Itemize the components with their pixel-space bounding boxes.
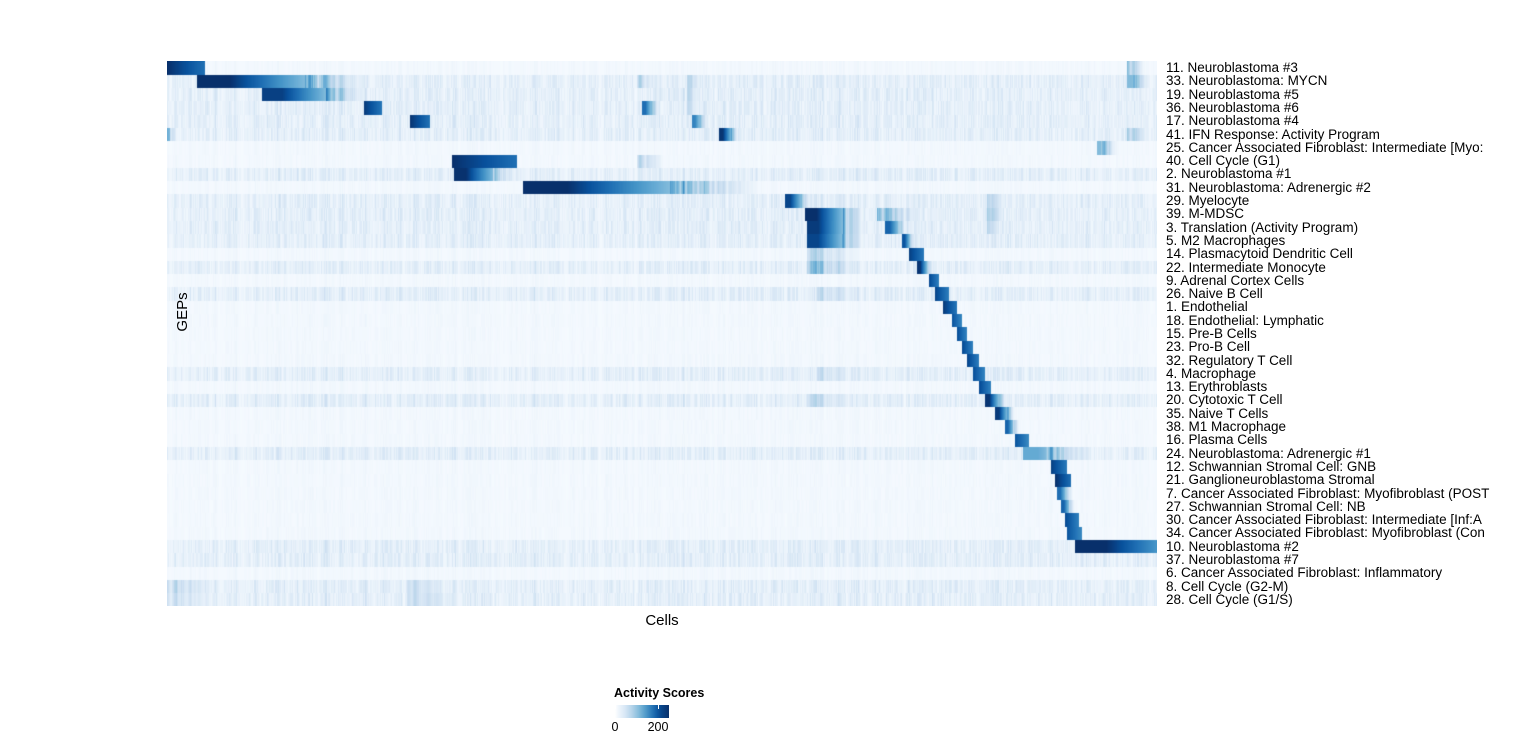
- gep-row-label: 36. Neuroblastoma #6: [1166, 100, 1299, 116]
- gep-row-label: 12. Schwannian Stromal Cell: GNB: [1166, 458, 1377, 474]
- gep-row-label: 13. Erythroblasts: [1166, 379, 1268, 395]
- gep-row-label: 14. Plasmacytoid Dendritic Cell: [1166, 246, 1353, 262]
- gep-row-label: 9. Adrenal Cortex Cells: [1166, 272, 1305, 288]
- gep-row-label: 32. Regulatory T Cell: [1166, 352, 1293, 368]
- colorbar-tick-200: [658, 705, 659, 709]
- colorbar-title: Activity Scores: [614, 686, 705, 700]
- gep-row-label: 28. Cell Cycle (G1/S): [1166, 591, 1293, 607]
- colorbar-legend: Activity Scores 0 200: [612, 686, 834, 743]
- gep-row-label: 15. Pre-B Cells: [1166, 326, 1257, 341]
- gep-row-label: 2. Neuroblastoma #1: [1166, 166, 1292, 182]
- gep-row-label: 24. Neuroblastoma: Adrenergic #1: [1166, 445, 1371, 461]
- y-axis-label: GEPs: [174, 292, 191, 332]
- gep-row-label: 40. Cell Cycle (G1): [1166, 153, 1281, 169]
- gep-row-label: 34. Cancer Associated Fibroblast: Myofib…: [1166, 525, 1485, 541]
- gep-row-label: 18. Endothelial: Lymphatic: [1166, 312, 1324, 328]
- gep-row-label: 3. Translation (Activity Program): [1166, 219, 1359, 235]
- colorbar-tick-0: [615, 705, 616, 709]
- gep-row-label: 21. Ganglioneuroblastoma Stromal: [1166, 472, 1375, 488]
- gep-row-label: 22. Intermediate Monocyte: [1166, 259, 1326, 275]
- gep-row-label: 19. Neuroblastoma #5: [1166, 86, 1299, 102]
- gep-row-label: 26. Naive B Cell: [1166, 286, 1263, 302]
- gep-row-label: 23. Pro-B Cell: [1166, 339, 1251, 355]
- gep-row-label: 4. Macrophage: [1166, 365, 1257, 381]
- gep-row-label: 5. M2 Macrophages: [1166, 232, 1286, 248]
- gep-row-label: 20. Cytotoxic T Cell: [1166, 392, 1283, 408]
- gep-row-label: 33. Neuroblastoma: MYCN: [1166, 73, 1328, 89]
- gep-row-label: 25. Cancer Associated Fibroblast: Interm…: [1166, 139, 1484, 155]
- colorbar-ticklabel-high: 200: [647, 720, 669, 734]
- gep-row-label: 11. Neuroblastoma #3: [1166, 61, 1298, 76]
- gep-row-label: 29. Myelocyte: [1166, 193, 1250, 209]
- gep-row-label: 8. Cell Cycle (G2-M): [1166, 578, 1289, 594]
- colorbar-ticklabel-low: 0: [611, 720, 619, 734]
- heatmap-plot-area: [167, 61, 1157, 606]
- gep-row-label: 1. Endothelial: [1166, 299, 1248, 315]
- gep-row-label: 37. Neuroblastoma #7: [1166, 551, 1299, 567]
- gep-row-label: 6. Cancer Associated Fibroblast: Inflamm…: [1166, 565, 1443, 581]
- gep-row-label: 39. M-MDSC: [1166, 206, 1245, 222]
- gep-row-label: 10. Neuroblastoma #2: [1166, 538, 1299, 554]
- heatmap-canvas: [167, 61, 1157, 606]
- gep-row-label-list: 11. Neuroblastoma #3 33. Neuroblastoma: M…: [1166, 61, 1540, 621]
- gep-row-label: 27. Schwannian Stromal Cell: NB: [1166, 498, 1366, 514]
- gep-row-label: 35. Naive T Cells: [1166, 405, 1269, 421]
- gep-row-label: 16. Plasma Cells: [1166, 432, 1268, 448]
- x-axis-label: Cells: [645, 612, 679, 629]
- gep-row-label: 41. IFN Response: Activity Program: [1166, 126, 1380, 142]
- gep-row-label: 7. Cancer Associated Fibroblast: Myofibr…: [1166, 485, 1490, 501]
- colorbar-gradient: [615, 705, 669, 718]
- gep-row-label: 38. M1 Macrophage: [1166, 419, 1287, 435]
- gep-row-label: 30. Cancer Associated Fibroblast: Interm…: [1166, 512, 1482, 528]
- gep-row-label: 17. Neuroblastoma #4: [1166, 113, 1299, 129]
- gep-row-label: 31. Neuroblastoma: Adrenergic #2: [1166, 179, 1371, 195]
